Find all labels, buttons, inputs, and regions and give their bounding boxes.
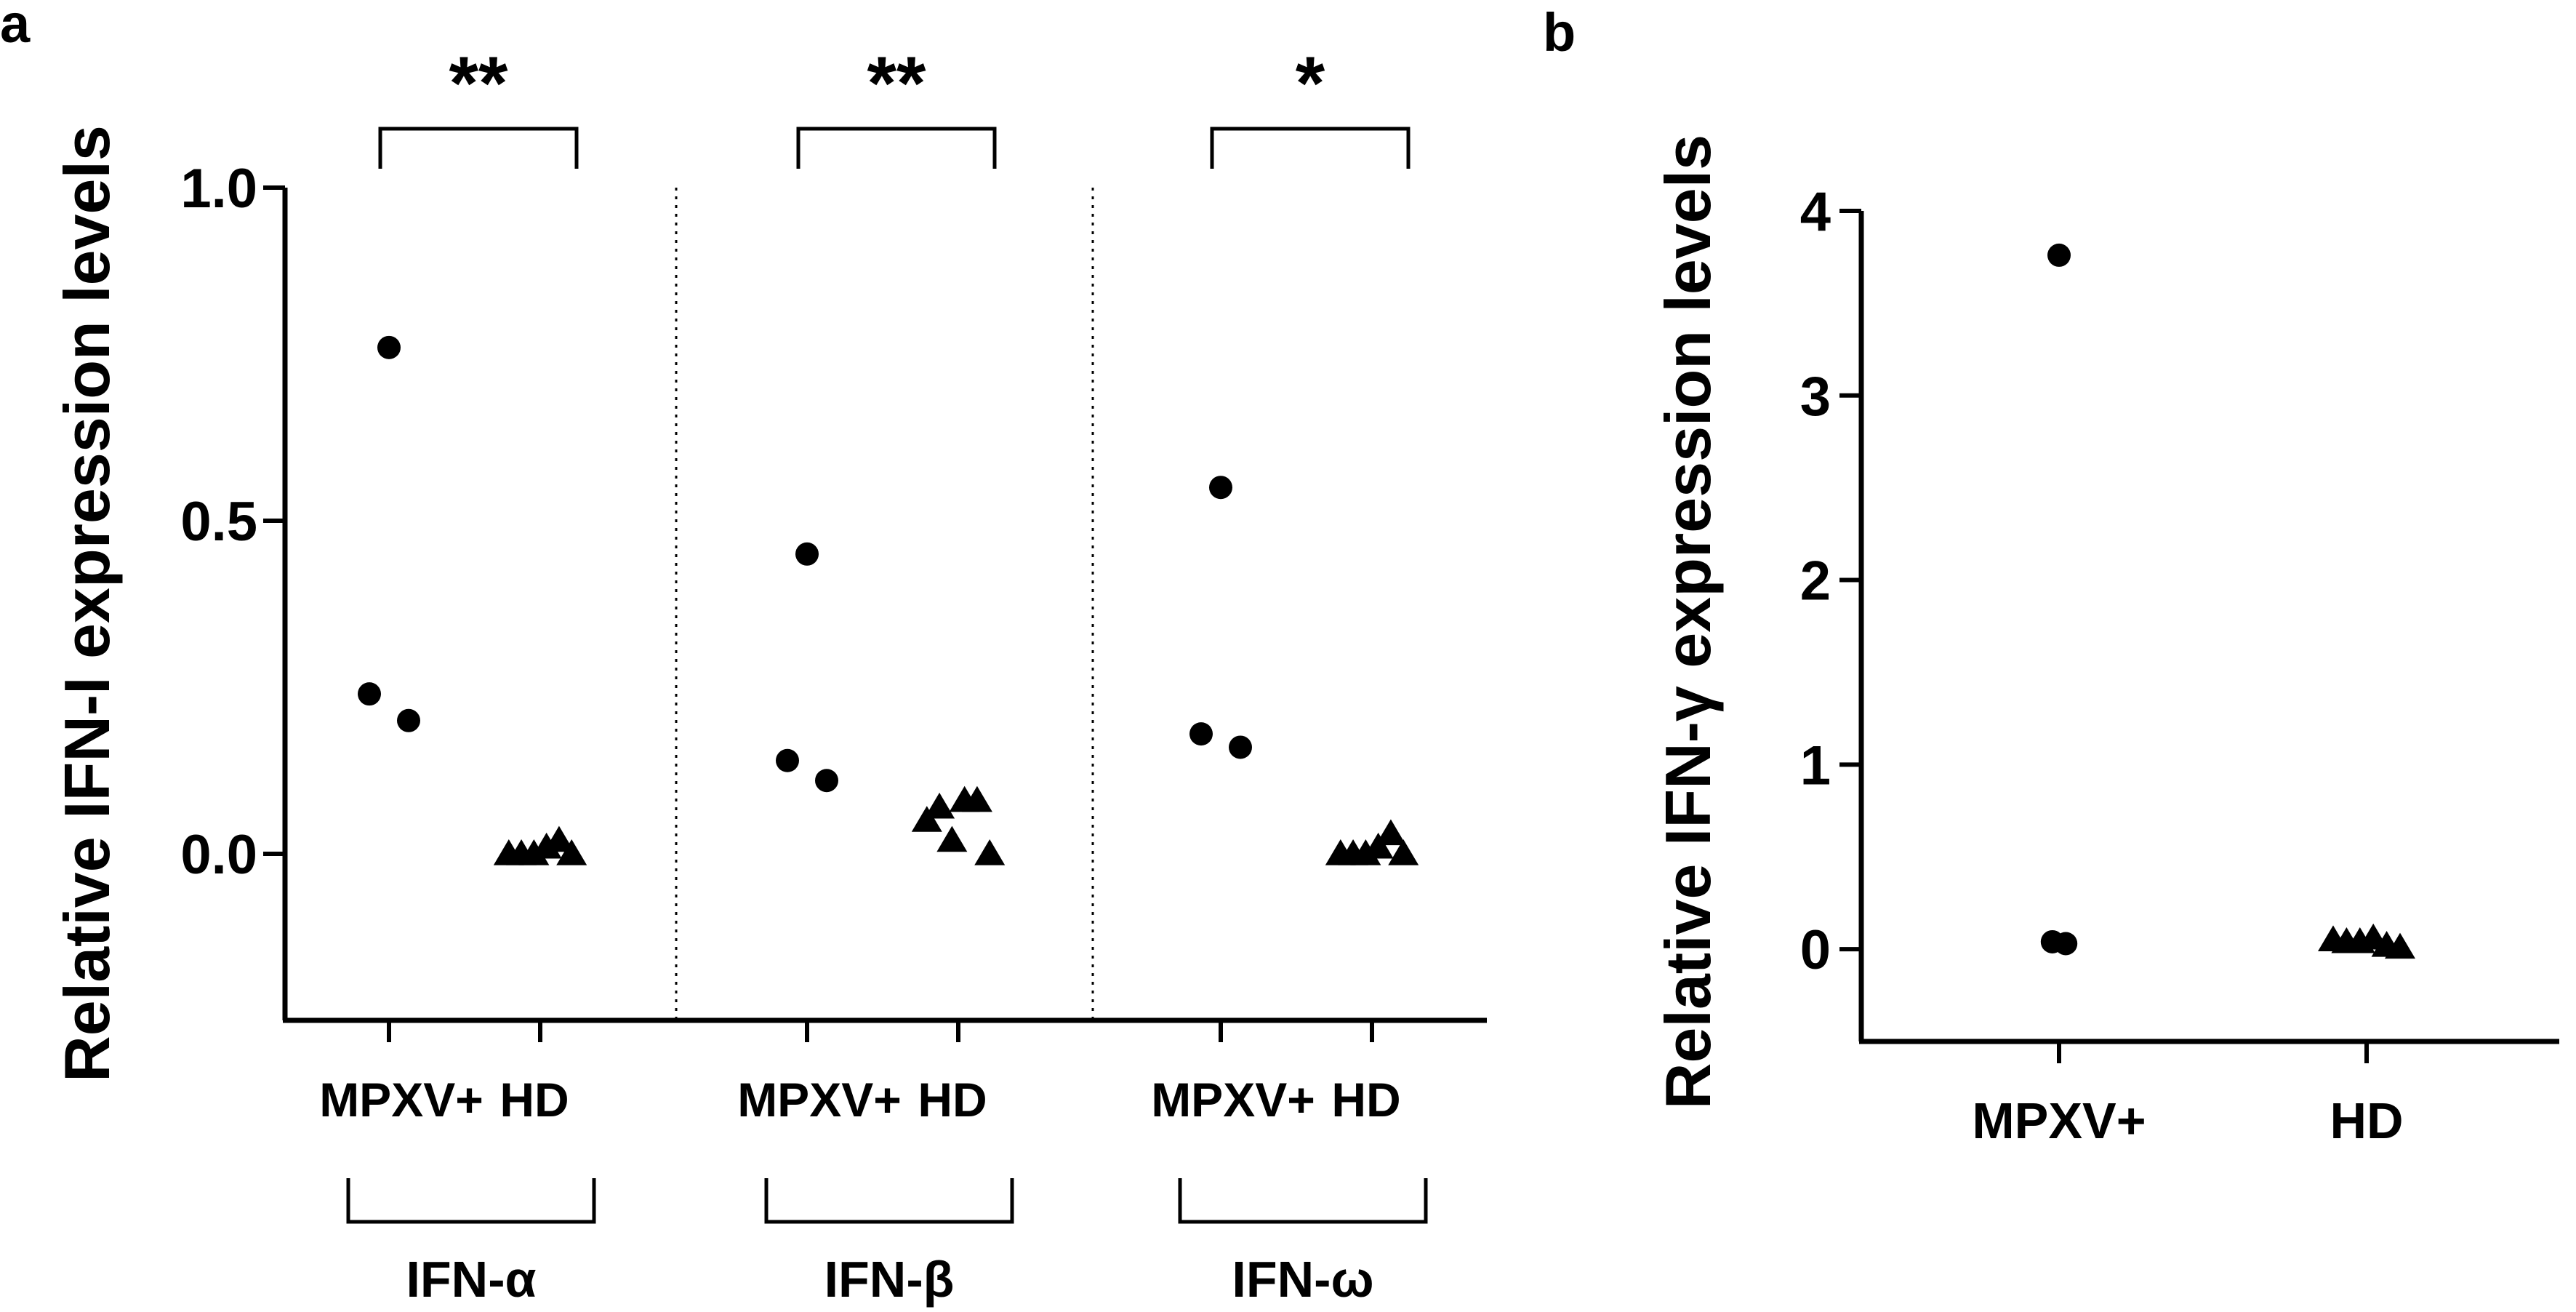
panel-b-letter: b [1543, 2, 1576, 63]
x-tick-label: MPXV+ [319, 1073, 483, 1127]
significance-label: ** [867, 41, 926, 126]
panel-a-chart: 0.0 0.5 1.0 Relative IFN-I expression level… [51, 41, 1487, 1308]
data-point-mpxv [1189, 722, 1213, 746]
group-name-label: IFN-α [406, 1251, 536, 1308]
data-point-mpxv [815, 769, 838, 793]
y-axis-title: Relative IFN-I expression levels [51, 125, 123, 1082]
significance-bracket [796, 127, 997, 169]
panel-a-letter: a [0, 0, 31, 54]
y-axis-title: Relative IFN-γ expression levels [1652, 135, 1724, 1109]
data-point-mpxv [397, 708, 420, 732]
data-point-hd [1363, 832, 1394, 859]
data-point-hd [961, 785, 992, 812]
data-point-mpxv [2054, 932, 2078, 956]
significance-bracket [378, 127, 579, 169]
x-tick-label: MPXV+ [1151, 1073, 1315, 1127]
data-point-hd [518, 839, 550, 865]
data-point-hd [543, 825, 574, 852]
data-point-mpxv [358, 682, 381, 706]
data-point-hd [974, 839, 1006, 865]
x-tick-label: HD [918, 1073, 987, 1127]
y-tick-label: 0 [1800, 919, 1831, 981]
x-tick-label: HD [1331, 1073, 1400, 1127]
data-point-hd [531, 832, 562, 859]
data-point-mpxv [377, 335, 401, 359]
data-point-hd [1388, 839, 1419, 865]
significance-bracket [1210, 127, 1411, 169]
data-point-hd [1350, 839, 1381, 865]
y-tick-label: 1 [1800, 735, 1831, 796]
y-tick-label: 0.0 [180, 824, 257, 886]
data-point-mpxv [1209, 476, 1232, 500]
data-point-mpxv [795, 542, 819, 566]
data-point-mpxv [2047, 243, 2071, 267]
data-point-hd [911, 806, 942, 832]
panel-b-chart: 0 1 2 3 4 Relative IFN-γ expression levels MPX… [1652, 135, 2559, 1149]
y-tick-label: 2 [1800, 551, 1831, 612]
y-tick-label: 3 [1800, 366, 1831, 428]
group-name-label: IFN-β [824, 1251, 955, 1308]
significance-label: * [1296, 41, 1325, 126]
data-point-mpxv [776, 748, 799, 772]
x-tick-label: MPXV+ [737, 1073, 902, 1127]
data-point-hd [936, 825, 968, 852]
data-point-hd [2385, 932, 2415, 959]
y-tick-label: 0.5 [180, 491, 257, 553]
y-tick-label: 1.0 [180, 158, 257, 220]
y-tick-label: 4 [1800, 181, 1831, 243]
data-point-mpxv [1229, 735, 1252, 759]
x-tick-label: MPXV+ [1972, 1092, 2146, 1149]
x-tick-label: HD [2330, 1092, 2403, 1149]
x-tick-label: HD [499, 1073, 569, 1127]
data-point-hd [556, 839, 587, 865]
significance-label: ** [449, 41, 508, 126]
group-bracket [764, 1178, 1014, 1224]
group-bracket [346, 1178, 596, 1224]
group-name-label: IFN-ω [1232, 1251, 1373, 1308]
data-point-hd [1375, 819, 1406, 846]
data-point-hd [924, 792, 955, 819]
group-bracket [1178, 1178, 1428, 1224]
